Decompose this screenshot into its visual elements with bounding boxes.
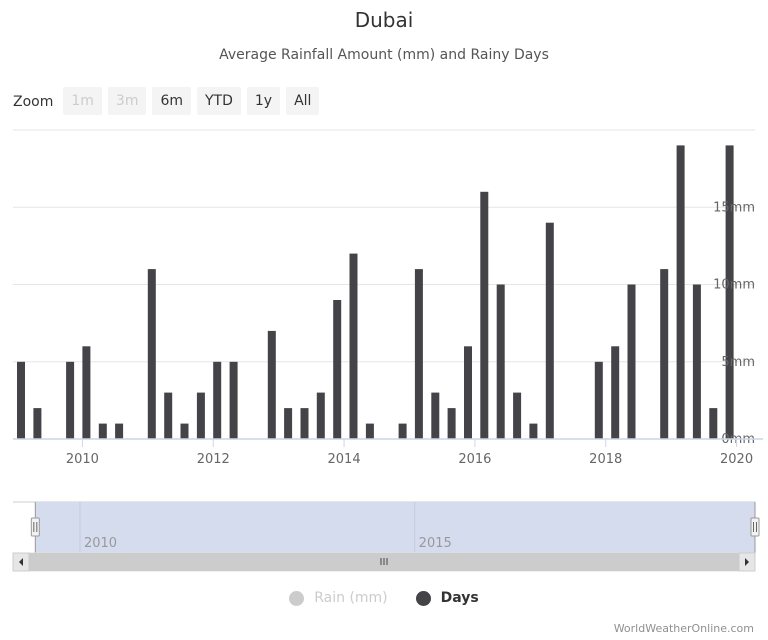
bar-days[interactable] bbox=[229, 361, 238, 440]
x-tick-label: 2010 bbox=[66, 452, 99, 467]
navigator[interactable]: 2010 2015 bbox=[12, 501, 760, 572]
bar-days[interactable] bbox=[709, 408, 718, 439]
bar-days[interactable] bbox=[82, 346, 91, 439]
x-tick-label: 2020 bbox=[720, 452, 753, 467]
zoom-6m-button[interactable]: 6m bbox=[152, 87, 191, 115]
navigator-handle-right[interactable] bbox=[750, 502, 760, 553]
bar-days[interactable] bbox=[349, 253, 358, 439]
chart-title: Dubai bbox=[354, 8, 414, 32]
bar-days[interactable] bbox=[365, 423, 374, 439]
legend-label-rain: Rain (mm) bbox=[314, 590, 388, 606]
y-tick-label: 10mm bbox=[713, 278, 755, 293]
navigator-handle-left[interactable] bbox=[30, 502, 40, 553]
zoom-label: Zoom bbox=[13, 94, 54, 110]
bar-days[interactable] bbox=[17, 361, 25, 440]
bar-days[interactable] bbox=[447, 408, 456, 439]
zoom-all-button[interactable]: All bbox=[286, 87, 320, 115]
zoom-ytd-button[interactable]: YTD bbox=[197, 87, 241, 115]
x-tick-label: 2014 bbox=[328, 452, 361, 467]
bar-days[interactable] bbox=[676, 145, 685, 439]
bar-days[interactable] bbox=[180, 423, 189, 439]
zoom-1m-button[interactable]: 1m bbox=[63, 87, 102, 115]
x-tick-label: 2018 bbox=[589, 452, 622, 467]
navigator-selection[interactable] bbox=[35, 502, 755, 553]
bar-days[interactable] bbox=[33, 408, 42, 439]
legend: Rain (mm) Days bbox=[0, 590, 768, 606]
legend-item-days[interactable]: Days bbox=[415, 590, 479, 606]
bar-days[interactable] bbox=[545, 222, 554, 439]
bar-days[interactable] bbox=[627, 284, 636, 440]
bar-days[interactable] bbox=[164, 392, 173, 439]
range-selector: Zoom 1m 3m 6m YTD 1y All bbox=[13, 86, 325, 116]
bar-days[interactable] bbox=[147, 269, 156, 439]
bar-days[interactable] bbox=[611, 346, 620, 439]
legend-marker-rain bbox=[289, 590, 305, 606]
bar-days[interactable] bbox=[300, 408, 309, 439]
bar-days[interactable] bbox=[414, 269, 423, 439]
bar-days[interactable] bbox=[464, 346, 472, 439]
bar-days[interactable] bbox=[267, 330, 276, 439]
zoom-3m-button[interactable]: 3m bbox=[107, 87, 147, 115]
bar-days[interactable] bbox=[98, 423, 107, 439]
x-tick-label: 2016 bbox=[458, 452, 491, 467]
x-tick-label: 2012 bbox=[197, 452, 230, 467]
bar-days[interactable] bbox=[284, 408, 293, 439]
bar-days[interactable] bbox=[333, 300, 342, 439]
bar-days[interactable] bbox=[692, 284, 701, 440]
y-tick-label: 15mm bbox=[713, 200, 755, 215]
bar-days[interactable] bbox=[115, 423, 124, 439]
navigator-tick-label: 2015 bbox=[419, 536, 452, 551]
bar-days[interactable] bbox=[66, 361, 75, 440]
bar-days[interactable] bbox=[480, 191, 489, 439]
bar-days[interactable] bbox=[513, 392, 522, 439]
credits-link[interactable]: WorldWeatherOnline.com bbox=[613, 622, 754, 635]
scrollbar-left-arrow-icon[interactable] bbox=[12, 552, 30, 572]
bar-days[interactable] bbox=[196, 392, 205, 439]
bar-days[interactable] bbox=[594, 361, 603, 440]
bar-series-days bbox=[17, 145, 734, 440]
navigator-tick-label: 2010 bbox=[84, 536, 117, 551]
y-tick-label: 5mm bbox=[721, 355, 755, 370]
legend-marker-days bbox=[415, 590, 431, 606]
legend-item-rain[interactable]: Rain (mm) bbox=[289, 590, 388, 606]
bar-days[interactable] bbox=[496, 284, 505, 440]
bar-days[interactable] bbox=[725, 145, 734, 439]
bar-days[interactable] bbox=[398, 423, 407, 439]
chart-subtitle: Average Rainfall Amount (mm) and Rainy D… bbox=[219, 47, 549, 63]
bar-days[interactable] bbox=[316, 392, 325, 439]
bar-days[interactable] bbox=[529, 423, 538, 439]
bar-days[interactable] bbox=[660, 269, 669, 439]
grid-lines bbox=[13, 129, 755, 363]
bar-days[interactable] bbox=[431, 392, 440, 439]
zoom-1y-button[interactable]: 1y bbox=[246, 87, 281, 115]
legend-label-days: Days bbox=[440, 590, 479, 606]
bar-days[interactable] bbox=[213, 361, 222, 440]
scrollbar-right-arrow-icon[interactable] bbox=[738, 552, 756, 572]
